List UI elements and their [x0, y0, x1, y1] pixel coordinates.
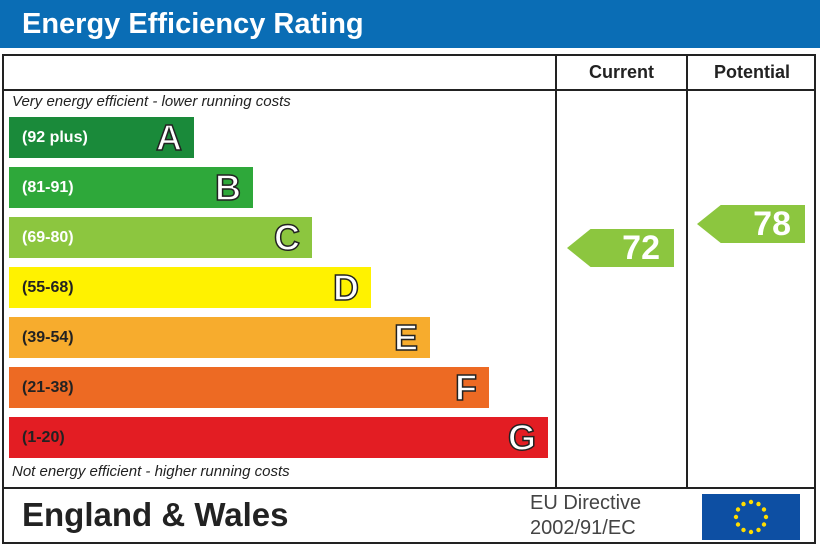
star-icon: [733, 514, 739, 520]
band-f: (21-38) F: [9, 366, 489, 409]
band-e: (39-54) E: [9, 316, 430, 359]
band-range: (55-68): [22, 279, 74, 296]
band-letter: A: [155, 116, 183, 159]
band-letter: B: [214, 166, 242, 209]
band-b: (81-91) B: [9, 166, 253, 209]
star-icon: [735, 522, 741, 527]
region-label: England & Wales: [22, 496, 289, 533]
eu-flag-icon: [702, 494, 800, 540]
top-note: Very energy efficient - lower running co…: [12, 93, 291, 110]
star-icon: [741, 527, 746, 533]
band-range: (21-38): [22, 379, 74, 396]
eu-directive: EU Directive 2002/91/EC: [530, 491, 690, 541]
band-range: (81-91): [22, 179, 74, 196]
star-icon: [741, 501, 746, 507]
divider: [686, 54, 688, 488]
band-range: (39-54): [22, 329, 74, 346]
star-icon: [748, 499, 754, 505]
star-icon: [761, 507, 767, 512]
potential-rating-arrow: 78: [697, 205, 805, 243]
current-header: Current: [588, 62, 654, 82]
bottom-note: Not energy efficient - higher running co…: [12, 463, 290, 480]
band-range: (1-20): [22, 429, 65, 446]
page-title: Energy Efficiency Rating: [0, 0, 820, 48]
divider: [2, 89, 816, 91]
current-rating-arrow: 72: [567, 229, 674, 267]
star-icon: [761, 522, 767, 527]
star-icon: [748, 529, 754, 535]
band-d: (55-68) D: [9, 266, 371, 309]
band-letter: C: [273, 216, 301, 259]
band-letter: D: [332, 266, 360, 309]
potential-header: Potential: [713, 62, 790, 82]
divider: [2, 487, 816, 489]
directive-line2: 2002/91/EC: [530, 517, 636, 539]
directive-line1: EU Directive: [530, 492, 642, 514]
divider: [555, 54, 557, 488]
band-letter: G: [507, 416, 537, 459]
band-a: (92 plus) A: [9, 116, 194, 159]
star-icon: [763, 514, 769, 520]
rating-frame: [2, 54, 816, 544]
star-icon: [756, 501, 761, 507]
band-c: (69-80) C: [9, 216, 312, 259]
band-g: (1-20) G: [9, 416, 548, 459]
band-letter: E: [393, 316, 419, 359]
band-range: (69-80): [22, 229, 74, 246]
band-range: (92 plus): [22, 129, 88, 146]
band-letter: F: [454, 366, 478, 409]
star-icon: [735, 507, 741, 512]
star-icon: [756, 527, 761, 533]
